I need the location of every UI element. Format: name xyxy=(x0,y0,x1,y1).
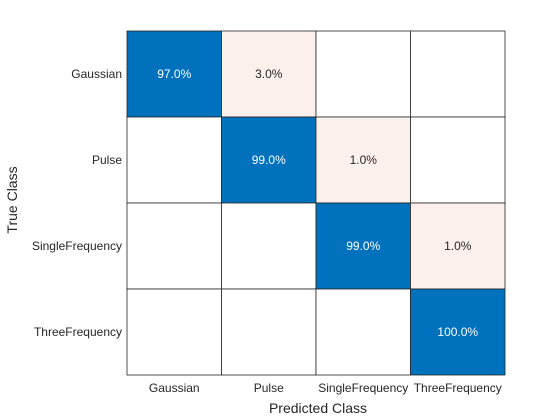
cell-label-r0-c0: 97.0% xyxy=(157,67,191,81)
cell-label-r3-c3: 100.0% xyxy=(437,325,478,339)
matrix-cell-r0-c2 xyxy=(315,30,411,118)
matrix-cell-r3-c1 xyxy=(221,288,317,376)
cells-layer xyxy=(126,30,506,376)
cell-label-r0-c1: 3.0% xyxy=(255,67,283,81)
cell-label-r1-c1: 99.0% xyxy=(252,153,286,167)
y-tick-label-3: ThreeFrequency xyxy=(34,325,122,339)
cell-labels-layer: 97.0% 3.0% 99.0% 1.0% 99.0% 1.0% 100.0% xyxy=(157,67,478,339)
matrix-cell-r2-c0 xyxy=(126,202,222,290)
x-tick-label-0: Gaussian xyxy=(149,381,200,395)
matrix-cell-r2-c2 xyxy=(315,202,411,290)
matrix-cell-r1-c2 xyxy=(315,116,411,204)
y-tick-label-1: Pulse xyxy=(92,153,122,167)
matrix-cell-r1-c0 xyxy=(126,116,222,204)
matrix-cell-r1-c3 xyxy=(410,116,506,204)
cell-label-r2-c3: 1.0% xyxy=(444,239,472,253)
x-tick-label-1: Pulse xyxy=(254,381,284,395)
matrix-cell-r3-c2 xyxy=(315,288,411,376)
matrix-cell-r0-c3 xyxy=(410,30,506,118)
y-tick-label-2: SingleFrequency xyxy=(32,239,122,253)
x-tick-labels: Gaussian Pulse SingleFrequency ThreeFrequen… xyxy=(149,381,502,395)
x-tick-label-2: SingleFrequency xyxy=(318,381,408,395)
matrix-cell-r1-c1 xyxy=(221,116,317,204)
matrix-cell-r2-c1 xyxy=(221,202,317,290)
cell-label-r1-c2: 1.0% xyxy=(350,153,378,167)
matrix-cell-r2-c3 xyxy=(410,202,506,290)
matrix-cell-r3-c0 xyxy=(126,288,222,376)
x-axis-label: Predicted Class xyxy=(269,400,367,416)
matrix-cell-r3-c3 xyxy=(410,288,506,376)
cell-label-r2-c2: 99.0% xyxy=(346,239,380,253)
y-axis-label: True Class xyxy=(4,166,20,233)
matrix-cell-r0-c0 xyxy=(126,30,222,118)
y-tick-labels: Gaussian Pulse SingleFrequency ThreeFrequen… xyxy=(32,67,122,339)
x-tick-label-3: ThreeFrequency xyxy=(414,381,502,395)
matrix-cell-r0-c1 xyxy=(221,30,317,118)
y-tick-label-0: Gaussian xyxy=(71,67,122,81)
